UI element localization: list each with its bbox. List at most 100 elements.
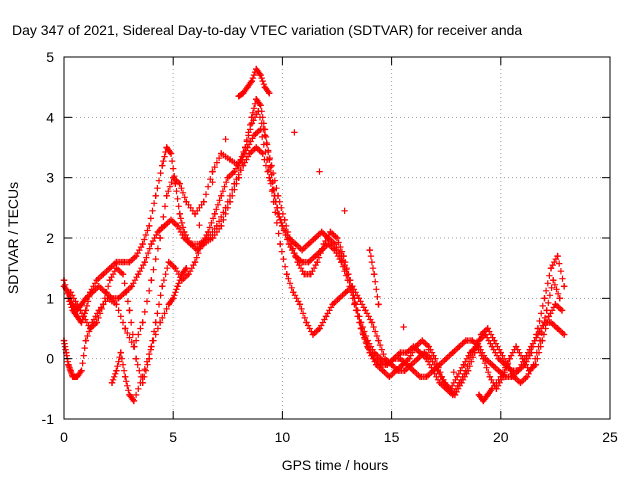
data-point: [250, 132, 258, 139]
data-point: [252, 65, 260, 73]
x-tick-label: 20: [493, 429, 509, 445]
y-tick-label: 4: [46, 109, 54, 125]
data-point: [266, 90, 273, 97]
data-point: [519, 355, 526, 362]
data-point: [185, 271, 192, 278]
data-point: [355, 295, 363, 302]
data-point: [307, 271, 314, 278]
data-point: [167, 216, 175, 224]
y-tick-label: 2: [46, 230, 54, 246]
data-point: [462, 337, 470, 344]
data-point: [447, 385, 454, 393]
data-point: [480, 355, 487, 362]
data-point: [298, 246, 306, 254]
data-point: [327, 228, 334, 236]
data-point: [156, 319, 164, 326]
data-point: [456, 343, 463, 350]
data-point: [399, 361, 406, 368]
data-point: [460, 361, 467, 368]
data-point: [82, 337, 90, 344]
data-point: [73, 373, 81, 380]
data-point: [523, 373, 531, 380]
data-point: [152, 192, 159, 199]
data-point: [130, 397, 138, 405]
data-point: [248, 77, 256, 85]
data-point: [93, 319, 100, 326]
data-point: [163, 192, 170, 199]
data-point: [480, 397, 487, 405]
x-tick-label: 15: [384, 429, 400, 445]
x-tick-label: 0: [60, 429, 68, 445]
data-point: [373, 361, 380, 368]
data-point: [100, 271, 107, 278]
data-point: [121, 373, 129, 380]
data-point: [366, 246, 373, 254]
data-point: [252, 96, 260, 103]
data-point: [167, 150, 175, 157]
data-point: [412, 343, 419, 350]
data-point: [183, 264, 190, 272]
data-point: [139, 240, 146, 248]
data-point: [126, 391, 133, 399]
data-point: [237, 156, 245, 163]
data-point: [95, 307, 103, 314]
data-point: [148, 277, 155, 284]
data-point: [119, 258, 127, 266]
data-point: [174, 283, 181, 290]
data-point: [353, 307, 360, 314]
data-point: [488, 361, 496, 368]
data-point: [305, 240, 312, 248]
data-point: [119, 271, 127, 278]
y-tick-label: -1: [42, 411, 55, 427]
axis-ticks: 0 5 10 15 20 25 -1 0 1 2 3 4 5: [42, 49, 618, 445]
data-point: [560, 283, 568, 290]
data-point: [316, 325, 323, 332]
data-point: [244, 83, 251, 91]
data-point: [139, 373, 146, 380]
data-point: [370, 271, 378, 278]
data-point: [528, 343, 535, 350]
data-point: [294, 258, 301, 266]
data-point: [322, 313, 330, 320]
data-point: [560, 331, 568, 338]
data-point: [108, 379, 116, 386]
data-point: [93, 277, 100, 284]
data-point: [135, 271, 142, 278]
data-point: [222, 204, 229, 212]
data-point: [453, 373, 461, 380]
data-point: [397, 355, 404, 362]
x-tick-label: 10: [275, 429, 291, 445]
data-point: [362, 307, 369, 314]
data-point: [497, 373, 504, 380]
data-point: [416, 373, 424, 380]
data-point: [211, 210, 218, 218]
data-point: [366, 349, 373, 356]
data-point: [488, 343, 496, 350]
data-point: [191, 210, 199, 218]
data-point: [113, 301, 120, 308]
data-point: [403, 349, 411, 356]
data-point: [491, 337, 498, 344]
data-point: [318, 228, 325, 236]
data-point: [213, 222, 221, 230]
data-point: [187, 240, 194, 248]
data-point: [543, 307, 550, 314]
data-point: [475, 391, 483, 399]
data-point: [259, 150, 266, 157]
data-point: [248, 120, 256, 127]
data-point: [226, 156, 234, 163]
data-point: [346, 277, 354, 284]
data-point: [515, 367, 522, 374]
data-point: [349, 283, 356, 290]
data-point: [512, 343, 520, 350]
data-point: [342, 289, 349, 296]
data-point: [517, 379, 524, 386]
data-point: [115, 295, 122, 302]
data-point: [477, 331, 485, 338]
data-point: [148, 240, 155, 248]
data-point: [335, 295, 343, 302]
data-point: [360, 331, 367, 338]
data-point: [532, 361, 539, 368]
